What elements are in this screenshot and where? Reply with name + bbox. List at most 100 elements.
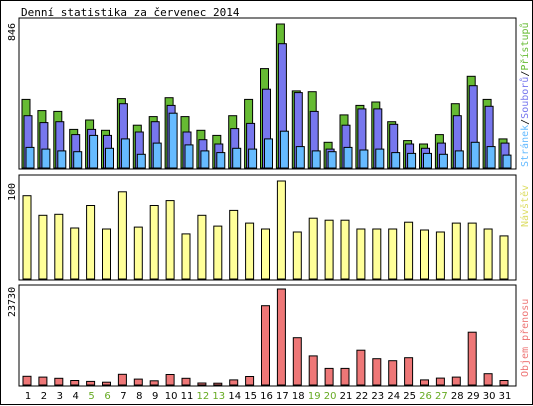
bar-visits-day-4 <box>70 227 80 280</box>
bar-marks <box>21 23 512 386</box>
bar-pages-day-11 <box>184 144 194 169</box>
bar-pages-day-14 <box>232 147 242 169</box>
legend-hits-files-pages: Stránek/Souborů/Přístupů <box>519 22 531 167</box>
panel-hits-frame <box>18 17 517 170</box>
bar-pages-day-23 <box>375 148 385 169</box>
panel-visits-ymax-label: 100 <box>7 183 18 201</box>
day-label-23: 23 <box>371 391 384 402</box>
bar-visits-day-12 <box>197 214 207 280</box>
bar-visits-day-17 <box>276 180 286 280</box>
legend-hits: Přístupů <box>519 22 531 70</box>
bar-kbytes-day-18 <box>292 337 302 386</box>
bar-kbytes-day-25 <box>404 357 414 386</box>
day-label-22: 22 <box>356 391 369 402</box>
bar-kbytes-day-21 <box>340 367 350 386</box>
bar-kbytes-day-2 <box>38 376 48 386</box>
bar-pages-day-7 <box>120 138 130 169</box>
day-label-29: 29 <box>467 391 480 402</box>
bar-pages-day-27 <box>438 153 448 169</box>
bar-visits-day-30 <box>483 228 493 280</box>
panel-kbytes-frame <box>18 284 517 387</box>
bar-pages-day-6 <box>105 147 114 169</box>
bar-kbytes-day-26 <box>420 379 429 386</box>
panel-hits-ymax-label: 846 <box>7 23 18 41</box>
panel-visits-frame <box>18 174 517 281</box>
bar-visits-day-3 <box>54 213 64 280</box>
bar-pages-day-2 <box>41 148 51 169</box>
bar-pages-day-15 <box>248 148 258 169</box>
bar-kbytes-day-27 <box>435 377 445 386</box>
legend-sep-2: / <box>520 71 531 77</box>
legend-visits: Návštěv <box>519 185 531 227</box>
day-label-15: 15 <box>244 391 257 402</box>
legend-sep-1: / <box>520 119 531 125</box>
bar-kbytes-day-5 <box>86 380 96 386</box>
bar-visits-day-10 <box>165 200 175 280</box>
bar-pages-day-3 <box>57 150 67 169</box>
day-label-26: 26 <box>419 391 432 402</box>
day-label-9: 9 <box>152 391 158 402</box>
bar-pages-day-8 <box>136 153 146 169</box>
bar-pages-day-17 <box>279 130 289 169</box>
bar-kbytes-day-1 <box>22 375 32 386</box>
bar-visits-day-6 <box>102 228 111 280</box>
bar-visits-day-19 <box>308 217 318 280</box>
bar-kbytes-day-3 <box>54 377 64 386</box>
day-label-21: 21 <box>340 391 353 402</box>
day-label-16: 16 <box>260 391 273 402</box>
bar-pages-day-21 <box>343 146 353 169</box>
bar-pages-day-10 <box>168 112 178 169</box>
bar-visits-day-31 <box>499 235 509 280</box>
bar-visits-day-5 <box>86 205 96 280</box>
bar-visits-day-15 <box>245 222 255 280</box>
bar-visits-day-9 <box>149 205 159 280</box>
bar-visits-day-18 <box>292 231 302 280</box>
bar-pages-day-16 <box>264 138 273 169</box>
day-label-3: 3 <box>57 391 63 402</box>
day-label-2: 2 <box>41 391 47 402</box>
legend-kbytes: Objem přenosu <box>519 299 531 377</box>
bar-kbytes-day-29 <box>467 331 477 386</box>
bar-pages-day-29 <box>470 141 480 169</box>
bar-kbytes-day-31 <box>499 380 509 386</box>
bar-kbytes-day-4 <box>70 380 80 386</box>
day-labels: 1 2 3 4 5 6 7 8 9 10 11 12 13 14 15 16 17 18 19 20 21 22 23 24 2… <box>25 391 512 402</box>
bar-kbytes-day-6 <box>102 381 111 386</box>
day-label-18: 18 <box>292 391 305 402</box>
day-label-27: 27 <box>435 391 448 402</box>
bar-kbytes-day-30 <box>483 373 493 386</box>
bar-pages-day-5 <box>89 134 99 169</box>
day-label-10: 10 <box>165 391 178 402</box>
day-label-4: 4 <box>73 391 79 402</box>
bar-kbytes-day-15 <box>245 376 255 386</box>
bar-kbytes-day-28 <box>451 376 461 386</box>
day-label-28: 28 <box>451 391 464 402</box>
bar-pages-day-22 <box>359 149 369 169</box>
bar-pages-day-26 <box>423 152 432 169</box>
day-label-8: 8 <box>136 391 142 402</box>
bar-pages-day-24 <box>391 152 401 169</box>
bar-visits-day-16 <box>261 228 270 280</box>
bar-pages-day-12 <box>200 150 210 169</box>
bar-pages-day-25 <box>407 152 417 169</box>
day-label-1: 1 <box>25 391 31 402</box>
bar-kbytes-day-9 <box>149 380 159 386</box>
bar-kbytes-day-23 <box>372 358 382 386</box>
bar-pages-day-18 <box>295 146 305 169</box>
bar-kbytes-day-14 <box>229 379 239 386</box>
bar-kbytes-day-12 <box>197 382 207 386</box>
day-label-6: 6 <box>104 391 110 402</box>
bar-visits-day-28 <box>451 222 461 280</box>
bar-kbytes-day-24 <box>388 360 398 386</box>
day-label-30: 30 <box>483 391 496 402</box>
bar-visits-day-29 <box>467 222 477 280</box>
bar-kbytes-day-7 <box>117 373 127 386</box>
bar-pages-day-4 <box>73 151 83 169</box>
chart-title: Denní statistika za červenec 2014 <box>21 6 240 19</box>
legend-files: Souborů <box>519 77 531 119</box>
bar-kbytes-day-16 <box>261 305 270 386</box>
bar-pages-day-13 <box>216 152 226 169</box>
bar-visits-day-27 <box>435 231 445 280</box>
